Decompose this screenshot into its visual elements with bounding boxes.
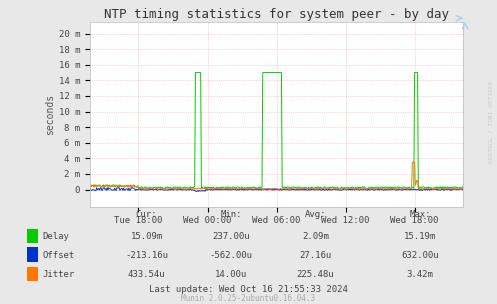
Text: RRDTOOL / TOBI OETIKER: RRDTOOL / TOBI OETIKER [489, 80, 494, 163]
Text: Delay: Delay [42, 232, 69, 241]
Text: 15.09m: 15.09m [131, 232, 163, 241]
Text: 2.09m: 2.09m [302, 232, 329, 241]
Text: 632.00u: 632.00u [401, 250, 439, 260]
Text: Cur:: Cur: [136, 210, 158, 219]
Text: -562.00u: -562.00u [210, 250, 252, 260]
Text: 237.00u: 237.00u [212, 232, 250, 241]
Text: Max:: Max: [409, 210, 431, 219]
Text: 15.19m: 15.19m [404, 232, 436, 241]
Text: Munin 2.0.25-2ubuntu0.16.04.3: Munin 2.0.25-2ubuntu0.16.04.3 [181, 294, 316, 303]
Text: Last update: Wed Oct 16 21:55:33 2024: Last update: Wed Oct 16 21:55:33 2024 [149, 285, 348, 294]
Y-axis label: seconds: seconds [45, 94, 55, 135]
Text: 433.54u: 433.54u [128, 270, 166, 279]
Text: Jitter: Jitter [42, 270, 75, 279]
Text: Avg:: Avg: [305, 210, 327, 219]
Text: 225.48u: 225.48u [297, 270, 334, 279]
Text: 27.16u: 27.16u [300, 250, 331, 260]
Text: 3.42m: 3.42m [407, 270, 433, 279]
Text: Min:: Min: [220, 210, 242, 219]
Text: -213.16u: -213.16u [125, 250, 168, 260]
Text: 14.00u: 14.00u [215, 270, 247, 279]
Title: NTP timing statistics for system peer - by day: NTP timing statistics for system peer - … [104, 8, 449, 21]
Text: Offset: Offset [42, 250, 75, 260]
